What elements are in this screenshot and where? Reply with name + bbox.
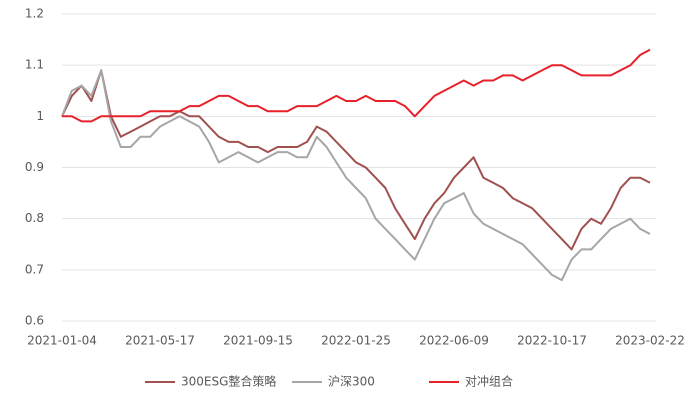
y-tick-label: 0.8 xyxy=(25,211,44,225)
legend-label: 对冲组合 xyxy=(465,374,513,389)
y-tick-label: 1 xyxy=(36,109,44,123)
x-tick-label: 2022-01-25 xyxy=(321,334,391,348)
series-line xyxy=(62,48,651,123)
y-tick-label: 0.9 xyxy=(25,160,44,174)
x-tick-label: 2021-05-17 xyxy=(125,334,195,348)
x-tick-label: 2021-09-15 xyxy=(223,334,293,348)
y-tick-label: 1.1 xyxy=(25,58,44,72)
y-tick-label: 0.7 xyxy=(25,262,44,276)
legend-label: 300ESG整合策略 xyxy=(181,374,276,389)
x-tick-label: 2021-01-04 xyxy=(27,334,97,348)
legend-label: 沪深300 xyxy=(328,375,375,389)
series-line xyxy=(61,69,651,282)
y-tick-label: 0.6 xyxy=(25,314,44,328)
x-tick-label: 2022-06-09 xyxy=(419,334,489,348)
x-tick-label: 2022-10-17 xyxy=(517,334,587,348)
y-tick-label: 1.2 xyxy=(25,7,44,21)
series-line xyxy=(61,69,651,251)
x-tick-label: 2023-02-22 xyxy=(615,334,685,348)
